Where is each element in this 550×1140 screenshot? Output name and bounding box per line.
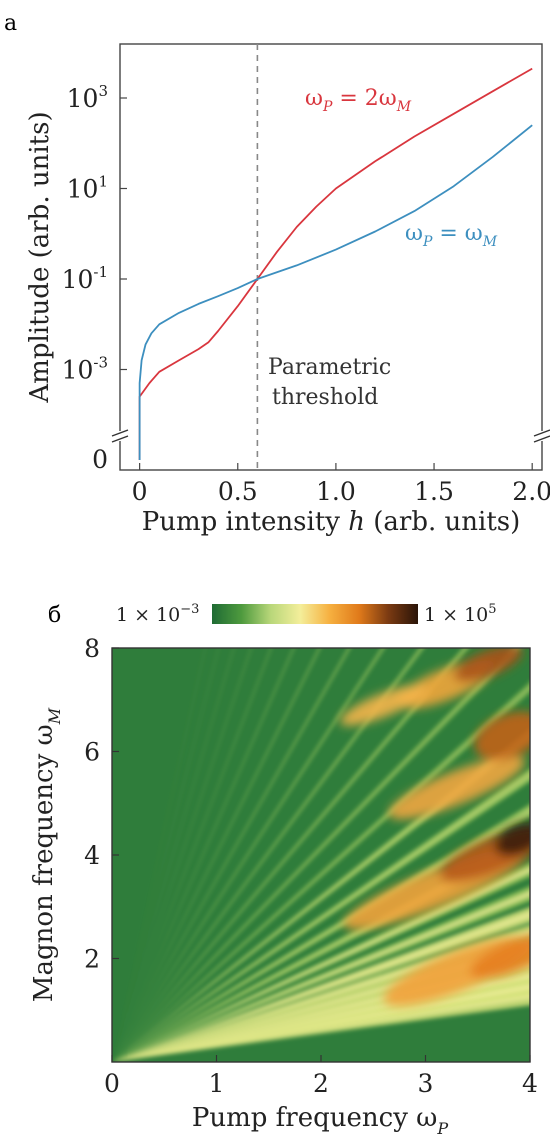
heatmap-hotspots (339, 648, 530, 1006)
heatmap-hotspot-9 (339, 684, 428, 726)
panel-b-x-ticks: 0 1 2 3 4 (104, 1055, 538, 1098)
heatmap-band-core-25 (112, 648, 206, 1062)
panel-b-y-ticks: 2 4 6 8 (84, 634, 119, 974)
panel-a-x-ticks: 0 0.5 1.0 1.5 2.0 (132, 463, 550, 506)
panel-a-y-tick-label-zero: 0 (92, 445, 108, 474)
heatmap-band-core-24 (112, 648, 219, 1062)
heatmap-band-24 (112, 648, 219, 1062)
panel-b-letter: б (48, 603, 61, 628)
panel-b-y-tick-label-3: 8 (84, 634, 100, 663)
heatmap-band-core-15 (112, 648, 468, 1062)
heatmap-band-19 (112, 648, 321, 1062)
panel-a-x-axis-label: Pump intensity h (arb. units) (142, 507, 521, 537)
legend-blue-series: ωP = ωM (405, 221, 498, 250)
heatmap-band-17 (112, 648, 385, 1062)
heatmap-band-core-8 (112, 867, 530, 1062)
colorbar-min-label: 1 × 10−3 (116, 602, 199, 626)
heatmap-band-core-18 (112, 648, 350, 1062)
axis-break-mark-0a (111, 429, 129, 437)
heatmap-band-23 (112, 648, 235, 1062)
panel-b-y-tick-label-1: 4 (84, 841, 100, 870)
heatmap-band-11 (112, 768, 530, 1062)
panel-a-y-tick-label-2: 10-1 (62, 263, 108, 294)
panel-a-frame (119, 43, 543, 471)
heatmap-band-25 (112, 648, 206, 1062)
heatmap-band-core-20 (112, 648, 294, 1062)
heatmap-band-16 (112, 648, 425, 1062)
heatmap-band-core-17 (112, 648, 384, 1062)
panel-b-x-tick-label-2: 2 (313, 1069, 329, 1098)
heatmap-band-core-6 (112, 912, 530, 1062)
axis-break-mark-1a (533, 429, 550, 437)
panel-b-y-tick-label-0: 2 (84, 945, 100, 974)
panel-b-chart: 0 1 2 3 4 2 4 6 8 Magnon frequency ωM Pump freq… (29, 634, 538, 1138)
axis-break-mark-0b (111, 435, 129, 443)
panel-a-x-tick-label-3: 1.5 (414, 477, 454, 506)
series-line-1 (138, 124, 533, 460)
heatmap-band-18 (112, 648, 351, 1062)
colorbar-gradient (212, 604, 418, 624)
heatmap-band-core-16 (112, 648, 423, 1062)
panel-a-y-tick-label-3: 10-3 (62, 354, 108, 385)
panel-b-y-tick-label-2: 6 (84, 738, 100, 767)
heatmap-band-core-11 (112, 772, 530, 1062)
panel-a-y-tick-label-0: 103 (67, 82, 108, 113)
panel-b-x-axis-label: Pump frequency ωP (192, 1103, 448, 1138)
heatmap-band-6 (112, 906, 530, 1062)
heatmap-band-14 (112, 648, 522, 1062)
heatmap-hotspot-5 (388, 756, 525, 820)
panel-b-x-tick-label-3: 3 (418, 1069, 434, 1098)
panel-b-x-tick-label-4: 4 (522, 1069, 538, 1098)
panel-a-x-tick-label-1: 0.5 (218, 477, 258, 506)
heatmap-band-core-23 (112, 648, 234, 1062)
panel-b-y-axis-label: Magnon frequency ωM (29, 707, 64, 1002)
colorbar-max-label: 1 × 105 (424, 602, 497, 626)
panel-a-x-tick-label-2: 1.0 (316, 477, 356, 506)
panel-a-x-tick-label-0: 0 (132, 477, 148, 506)
heatmap-band-13 (112, 681, 530, 1062)
heatmap-band-core-21 (112, 648, 272, 1062)
heatmap-area (112, 648, 530, 1062)
axis-break-mark-1b (533, 435, 550, 443)
heatmap-band-core-5 (112, 930, 530, 1062)
heatmap-band-core-14 (112, 648, 518, 1062)
panel-a-series (138, 67, 533, 460)
panel-a-x-tick-label-4: 2.0 (512, 477, 550, 506)
heatmap-hotspot-1 (470, 933, 530, 979)
panel-a-letter: а (4, 11, 17, 36)
threshold-label-line2: threshold (272, 385, 378, 410)
heatmap-bands (112, 648, 530, 1062)
panel-a-y-tick-label-1: 101 (67, 173, 108, 204)
panel-b-x-tick-label-1: 1 (209, 1069, 225, 1098)
legend-red-series: ωP = 2ωM (305, 86, 412, 115)
heatmap-band-core-19 (112, 648, 320, 1062)
axis-break-mask-0 (110, 431, 130, 441)
heatmap-band-15 (112, 648, 470, 1062)
heatmap-band-core-13 (112, 685, 530, 1062)
heatmap-band-22 (112, 648, 252, 1062)
heatmap-band-core-10 (112, 808, 530, 1062)
panel-a-chart: 0 0.5 1.0 1.5 2.0 103 101 10-1 10-3 0 Parametric… (25, 43, 550, 537)
panel-b-x-tick-label-0: 0 (104, 1069, 120, 1098)
panel-a-axis-break (110, 429, 550, 443)
threshold-label-line1: Parametric (268, 355, 391, 380)
heatmap-hotspot-8 (453, 648, 523, 682)
heatmap-band-20 (112, 648, 295, 1062)
heatmap-hotspot-6 (474, 711, 530, 761)
heatmap-band-core-22 (112, 648, 252, 1062)
heatmap-band-5 (112, 924, 530, 1062)
panel-a-y-axis-label: Amplitude (arb. units) (25, 111, 55, 403)
axis-break-mask-1 (532, 431, 550, 441)
colorbar: 1 × 10−3 1 × 105 (116, 602, 497, 626)
heatmap-hotspot-4 (494, 822, 530, 857)
heatmap-band-21 (112, 648, 272, 1062)
heatmap-band-10 (112, 804, 530, 1062)
panel-a-y-ticks: 103 101 10-1 10-3 0 (62, 82, 127, 474)
